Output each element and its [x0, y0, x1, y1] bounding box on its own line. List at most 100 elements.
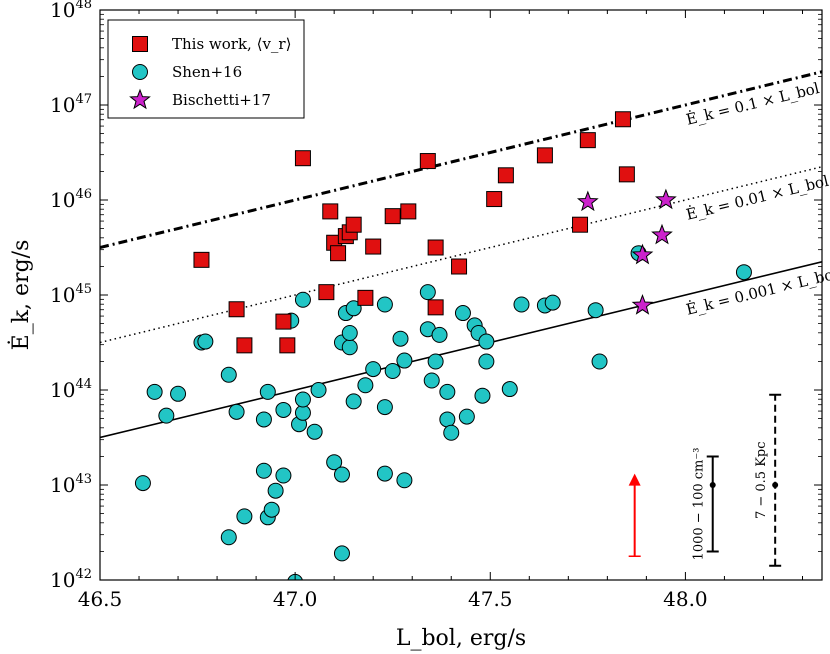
this-work-point-25 — [579, 132, 596, 149]
shen-16-point-11 — [255, 462, 272, 479]
bischetti-17-point-0 — [576, 190, 599, 212]
bischetti-17-point-2 — [631, 294, 654, 315]
error-bars-layer: 1000 − 100 cm⁻³ 7 − 0.5 Kpc — [628, 393, 782, 567]
shen-16-point-14 — [263, 501, 280, 518]
shen-16-point-51 — [443, 424, 460, 441]
shen-16-point-34 — [345, 393, 362, 410]
this-work-point-4 — [279, 337, 296, 354]
shen-16-point-25 — [310, 382, 327, 398]
this-work-point-6 — [318, 284, 335, 301]
y-tick-label: 1048 — [50, 0, 92, 22]
shen-16-point-52 — [454, 305, 471, 322]
shen-16-point-26 — [326, 454, 343, 471]
legend-label-0: This work, ⟨v_r⟩ — [172, 35, 291, 53]
shen-16-point-6 — [220, 366, 237, 383]
bischetti-17-point-3 — [651, 223, 673, 245]
shen-16-point-22 — [294, 404, 311, 421]
shen-16-point-42 — [396, 352, 413, 369]
this-work-point-19 — [427, 299, 444, 316]
shen-16-point-21 — [294, 291, 311, 308]
this-work-point-2 — [236, 337, 253, 354]
shen-16-point-66 — [735, 264, 752, 281]
shen-16-point-31 — [341, 339, 358, 356]
shen-16-point-8 — [228, 403, 245, 420]
shen-16-point-29 — [333, 545, 350, 562]
this-work-point-0 — [193, 251, 210, 268]
this-work-point-23 — [536, 147, 553, 164]
shen-16-point-57 — [478, 333, 495, 350]
this-work-point-1 — [228, 301, 245, 318]
legend-marker-1 — [132, 64, 148, 80]
y-axis-label: Ė_k, erg/s — [7, 240, 34, 351]
shen-16-point-17 — [275, 401, 292, 418]
this-work-point-7 — [322, 203, 339, 220]
reference-line-label-2: Ė_k = 0.001 × L_bol — [684, 264, 830, 318]
this-work-point-20 — [451, 258, 468, 275]
shen-16-point-38 — [376, 399, 393, 416]
shen-16-point-48 — [431, 326, 448, 343]
x-tick-label: 46.5 — [78, 587, 123, 611]
y-tick-label: 1045 — [50, 282, 92, 307]
reference-line-label-0: Ė_k = 0.1 × L_bol — [684, 79, 821, 129]
shen-16-point-64 — [591, 353, 608, 370]
this-work-point-27 — [618, 166, 635, 183]
shen-16-point-12 — [259, 383, 276, 400]
this-work-point-16 — [400, 203, 417, 220]
shen-16-point-46 — [423, 372, 440, 389]
shen-16-point-49 — [439, 383, 456, 400]
shen-16-point-23 — [294, 391, 311, 408]
this-work-point-14 — [365, 238, 382, 255]
error-bar-label-1: 7 − 0.5 Kpc — [754, 441, 769, 519]
this-work-point-12 — [345, 216, 362, 233]
legend: This work, ⟨v_r⟩ Shen+16 Bischetti+17 — [107, 19, 305, 119]
bischetti-17-point-1 — [631, 243, 654, 265]
this-work-point-26 — [614, 111, 631, 128]
upper-limit-arrow-head — [628, 473, 641, 486]
legend-label-1: Shen+16 — [172, 63, 242, 81]
legend-marker-2 — [129, 88, 151, 110]
this-work-point-18 — [427, 239, 444, 256]
legend-label-2: Bischetti+17 — [172, 91, 271, 109]
shen-16-point-0 — [134, 475, 151, 492]
error-bar-center-0 — [709, 482, 716, 488]
this-work-point-24 — [572, 216, 589, 233]
x-axis-label: L_bol, erg/s — [396, 626, 526, 651]
shen-16-point-2 — [158, 407, 175, 424]
reference-line-label-1: Ė_k = 0.01 × L_bol — [684, 172, 830, 224]
axis-labels-layer: Ė_k = 0.1 × L_bol Ė_k = 0.01 × L_bol Ė_k =… — [7, 79, 830, 651]
shen-16-point-40 — [384, 363, 401, 379]
x-tick-label: 48.0 — [663, 587, 708, 611]
axis-ticks-layer: 46.5 47.0 47.5 48.0 1042 1043 1044 1045 1046 1047… — [50, 0, 822, 611]
shen-16-point-10 — [255, 411, 272, 428]
y-tick-label: 1043 — [50, 472, 92, 497]
shen-16-point-47 — [427, 353, 444, 370]
shen-16-point-58 — [478, 353, 495, 370]
shen-16-point-36 — [365, 361, 382, 378]
this-work-point-15 — [384, 208, 401, 225]
shen-16-point-39 — [376, 465, 393, 482]
error-bar-center-1 — [772, 482, 779, 488]
shen-16-point-53 — [458, 408, 475, 425]
this-work-point-21 — [486, 191, 503, 208]
shen-16-point-7 — [220, 529, 237, 546]
this-work-point-5 — [294, 150, 311, 167]
x-tick-label: 47.0 — [273, 587, 318, 611]
y-tick-label: 1042 — [50, 567, 92, 592]
shen-16-point-1 — [146, 383, 163, 400]
shen-16-point-3 — [170, 385, 187, 402]
y-tick-label: 1044 — [50, 377, 92, 402]
this-work-point-17 — [419, 153, 436, 170]
shen-16-point-28 — [333, 466, 350, 483]
this-work-point-22 — [497, 167, 514, 184]
x-tick-label: 47.5 — [468, 587, 513, 611]
data-points-layer — [134, 111, 752, 580]
y-tick-label: 1046 — [50, 187, 92, 212]
this-work-point-3 — [275, 313, 292, 330]
this-work-point-13 — [357, 289, 374, 306]
this-work-point-9 — [330, 245, 347, 262]
shen-16-point-50 — [439, 411, 456, 428]
shen-16-point-16 — [275, 467, 292, 484]
shen-16-point-5 — [197, 333, 214, 350]
reference-lines-layer — [100, 70, 822, 439]
